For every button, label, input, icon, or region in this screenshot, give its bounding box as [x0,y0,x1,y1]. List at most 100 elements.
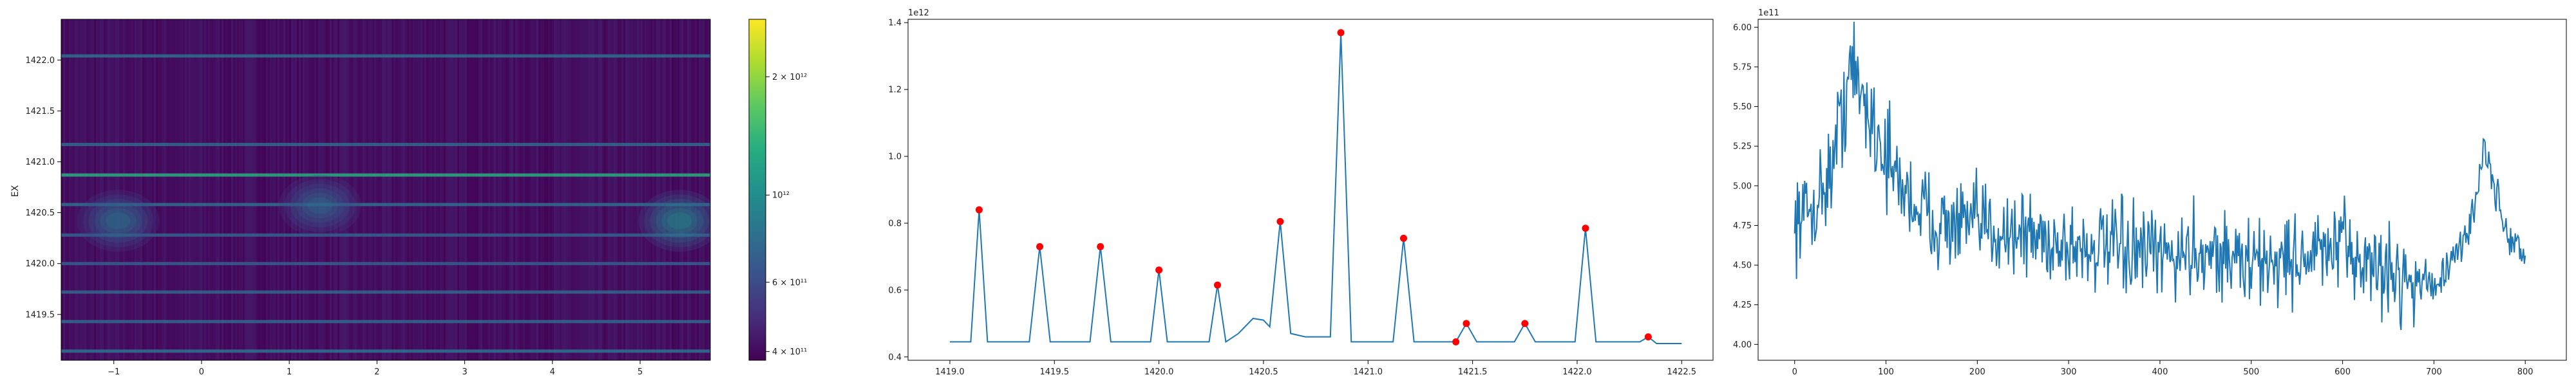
heatmap-column [618,19,620,360]
heatmap-frame [61,19,711,361]
heatmap-column [536,19,538,360]
heatmap-column [525,19,527,360]
heatmap-column [314,19,316,360]
trace-y-tick-label: 4.50 [1733,261,1752,271]
heatmap-column [471,19,473,360]
heatmap-column [281,19,283,360]
heatmap-x-tick-label: 0 [199,367,204,377]
heatmap-column [672,19,674,360]
heatmap-column [98,19,100,360]
heatmap-column [451,19,453,360]
heatmap-bright-rows [61,54,710,353]
heatmap-column [498,19,500,360]
heatmap-column [386,19,388,360]
heatmap-column [693,19,695,360]
heatmap-column [330,19,332,360]
heatmap-column [156,19,158,360]
heatmap-column [519,19,521,360]
heatmap-column [191,19,193,360]
trace-y-tick-label: 5.25 [1733,142,1752,152]
heatmap-column [181,19,183,360]
heatmap-column [162,19,164,360]
heatmap-column [388,19,390,360]
heatmap-column [550,19,552,360]
heatmap-column [79,19,80,360]
peak-marker [1155,266,1163,274]
heatmap-column [254,19,256,360]
heatmap-column [115,19,117,360]
heatmap-column [643,19,645,360]
peaks-y-tick-label: 0.4 [888,353,902,362]
heatmap-column [339,19,341,360]
heatmap-column [658,19,660,360]
heatmap-column [86,19,88,360]
heatmap-column [612,19,614,360]
heatmap-column [370,19,372,360]
heatmap-row [61,203,710,207]
heatmap-column [695,19,697,360]
heatmap-column [177,19,179,360]
heatmap-column [285,19,287,360]
heatmap-row [61,290,710,294]
colorbar-axis: 4 × 10¹¹ 6 × 10¹¹ 10¹² 2 × 10¹² [766,73,807,357]
heatmap-column [233,19,235,360]
heatmap-column [480,19,482,360]
heatmap-column [117,19,119,360]
heatmap-column [343,19,345,360]
heatmap-row [61,173,710,177]
heatmap-column [442,19,444,360]
heatmap-column [301,19,303,360]
heatmap-column [691,19,693,360]
peaks-y-tick-label: 1.2 [888,86,902,95]
heatmap-column [664,19,666,360]
heatmap-column [606,19,608,360]
heatmap-column [100,19,102,360]
trace-y-tick-label: 4.25 [1733,300,1752,310]
heatmap-hotspot [77,190,160,252]
heatmap-hotspot [667,212,692,230]
peaks-y-tick-label: 1.0 [888,152,902,162]
heatmap-column [167,19,169,360]
heatmap-column [179,19,181,360]
heatmap-column [220,19,222,360]
peaks-x-tick-label: 1420.5 [1249,367,1278,377]
heatmap-column [198,19,200,360]
heatmap-column [430,19,432,360]
peak-marker [1399,234,1407,242]
heatmap-column [270,19,272,360]
heatmap-column [278,19,279,360]
heatmap-column [108,19,109,360]
heatmap-hotspots [77,174,710,252]
heatmap-column [326,19,328,360]
heatmap-column [216,19,218,360]
peak-marker [1337,29,1345,37]
heatmap-column [589,19,591,360]
heatmap-column [647,19,649,360]
heatmap-column [194,19,196,360]
heatmap-column [565,19,567,360]
heatmap-column [687,19,689,360]
heatmap-column [598,19,600,360]
heatmap-column [523,19,525,360]
heatmap-column [80,19,82,360]
heatmap-column [421,19,422,360]
heatmap-column [351,19,353,360]
heatmap-column [448,19,450,360]
heatmap-column [683,19,685,360]
heatmap-column [482,19,484,360]
heatmap-column [164,19,166,360]
heatmap-column [444,19,446,360]
heatmap-hotspot [290,183,350,228]
heatmap-column [463,19,465,360]
heatmap-column [202,19,204,360]
heatmap-column [542,19,544,360]
heatmap-column [210,19,212,360]
peaks-x-tick-label: 1422.5 [1667,367,1697,377]
peaks-line-panel: 1419.0 1419.5 1420.0 1420.5 1421.0 1421.5 1422… [888,8,1714,377]
trace-x-tick-label: 100 [1878,367,1894,377]
peaks-x-tick-label: 1419.0 [935,367,965,377]
heatmap-column [111,19,113,360]
heatmap-column [291,19,293,360]
heatmap-column [289,19,291,360]
heatmap-column [328,19,330,360]
